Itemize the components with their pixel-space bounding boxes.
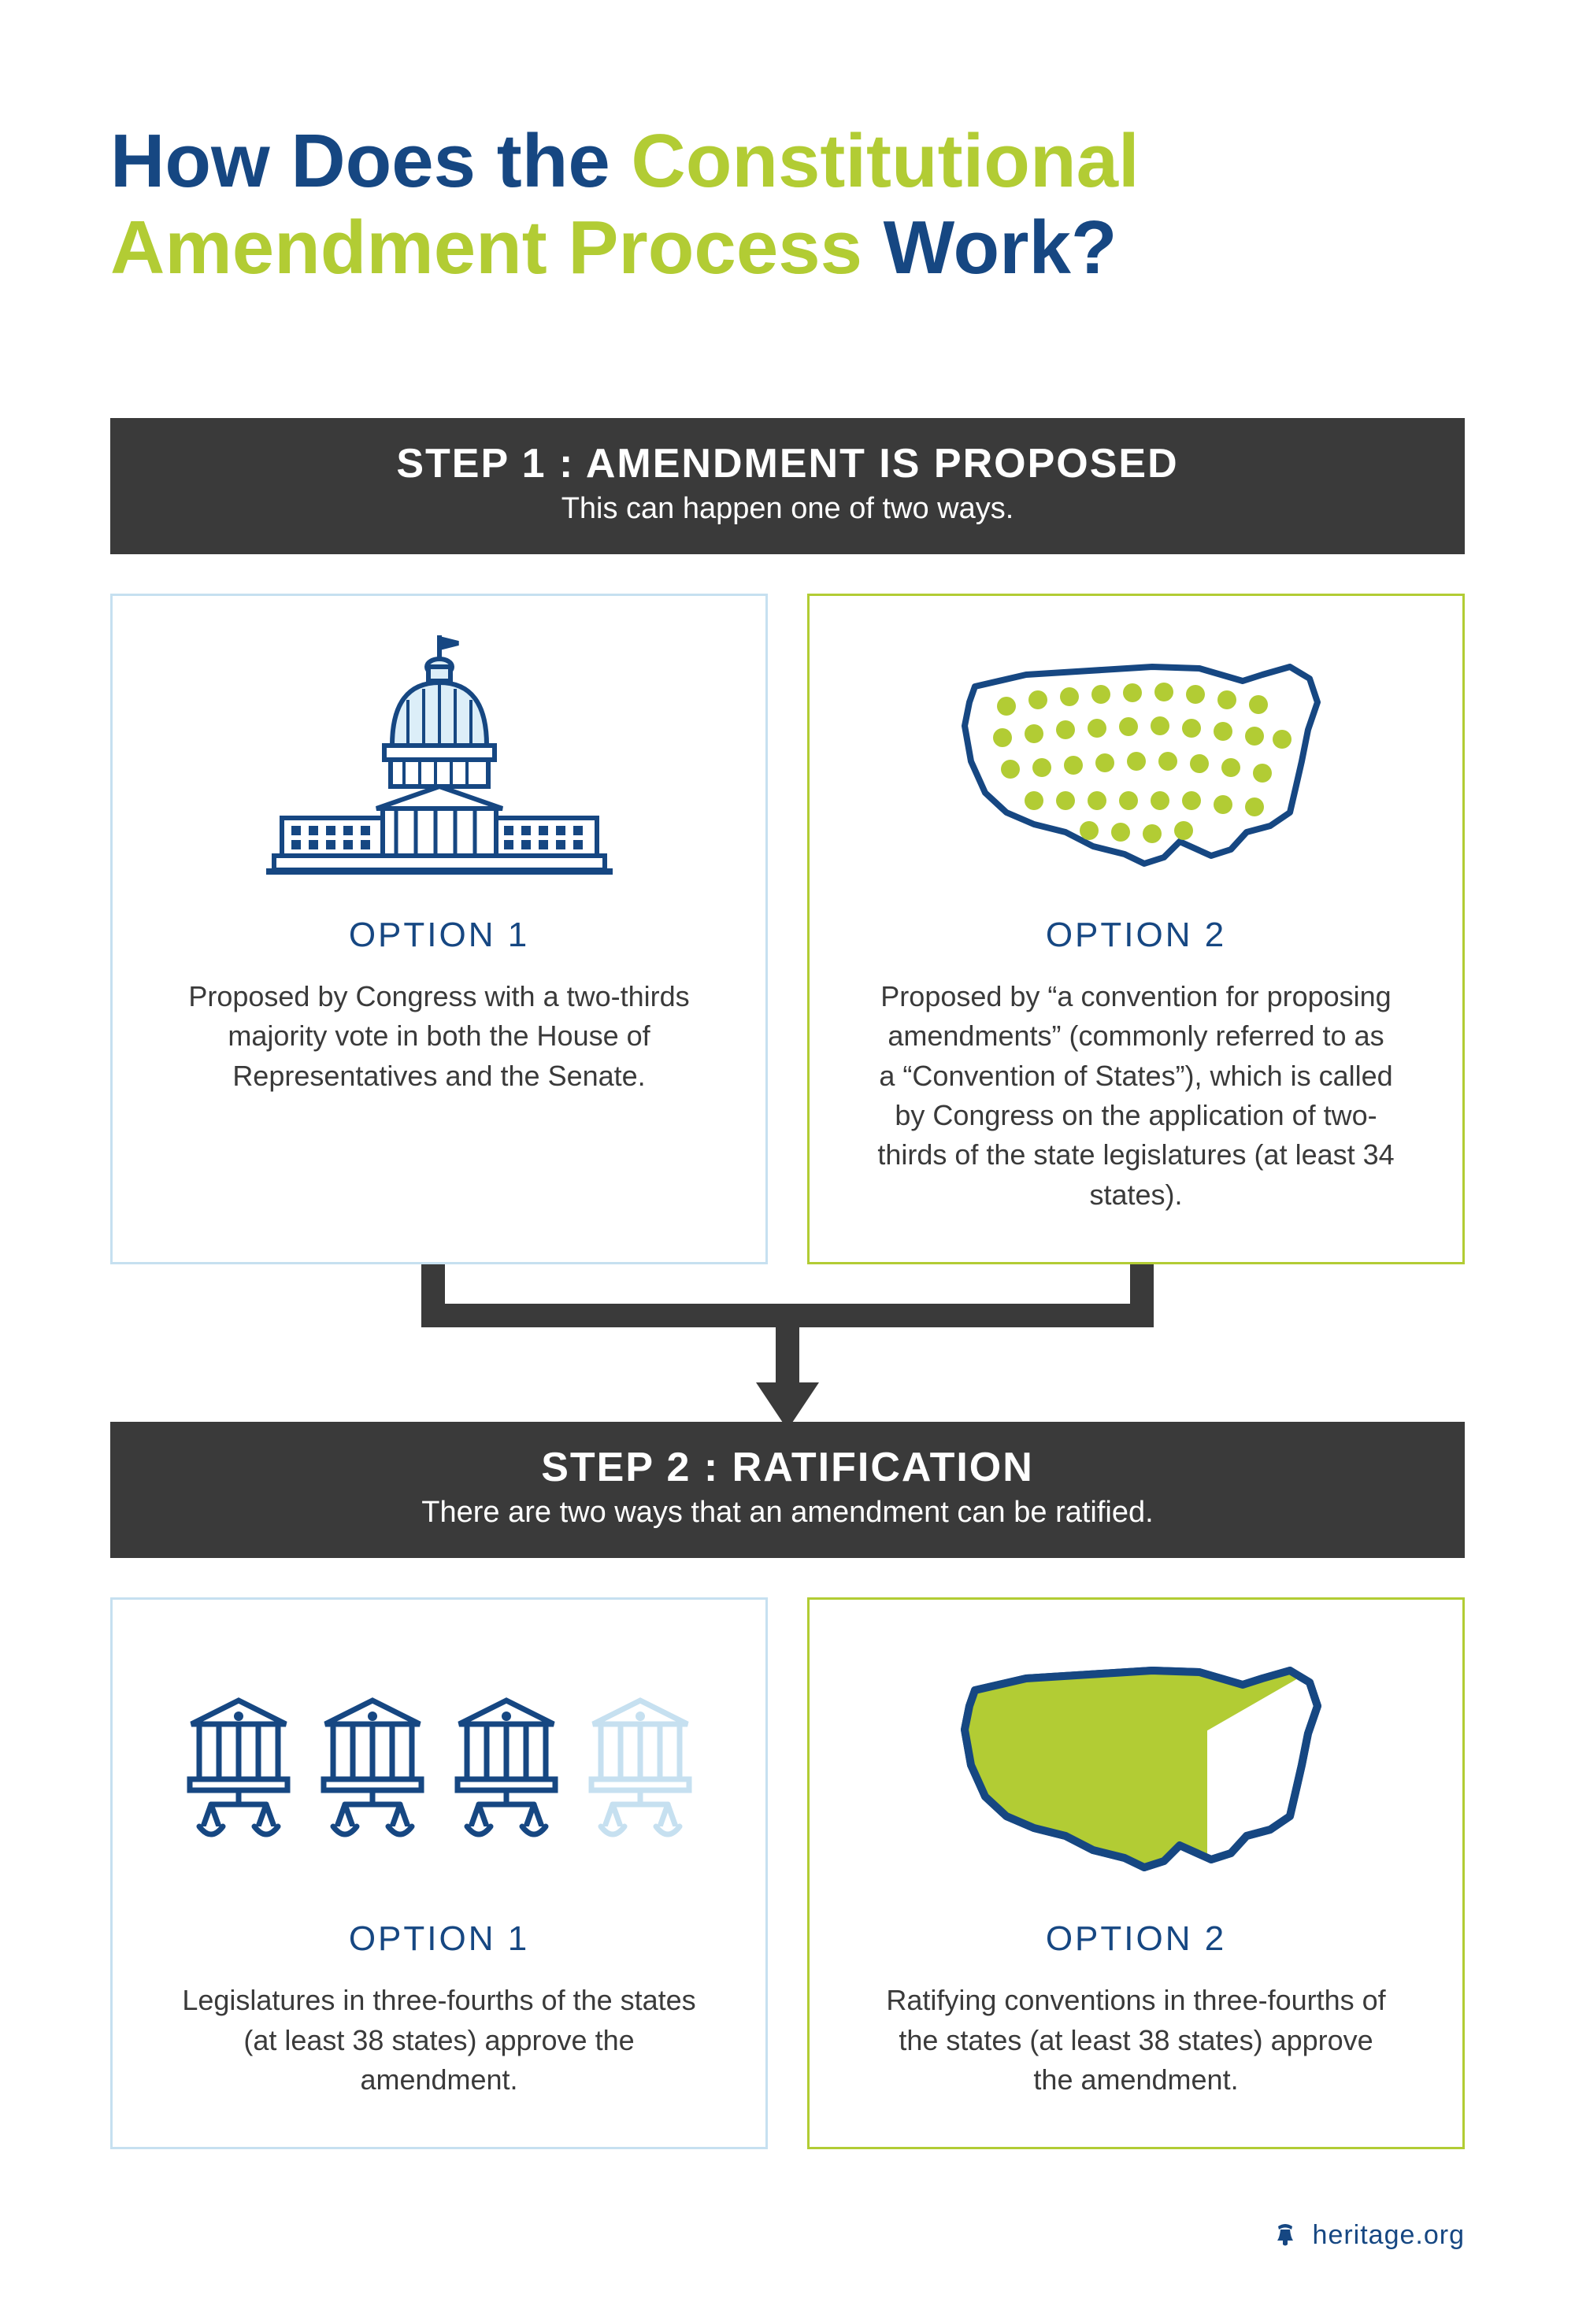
step2-header-main: STEP 2 : RATIFICATION bbox=[126, 1444, 1449, 1491]
footer-text: heritage.org bbox=[1313, 2220, 1465, 2250]
step1-option1-desc: Proposed by Congress with a two-thirds m… bbox=[180, 977, 699, 1096]
step2-option2-label: OPTION 2 bbox=[1046, 1919, 1226, 1959]
step1-option2-box: OPTION 2 Proposed by “a convention for p… bbox=[807, 594, 1465, 1264]
step2-option1-box: OPTION 1 Legislatures in three-fourths o… bbox=[110, 1597, 768, 2149]
step1-header: STEP 1 : AMENDMENT IS PROPOSED This can … bbox=[110, 418, 1465, 554]
step1-options: OPTION 1 Proposed by Congress with a two… bbox=[110, 594, 1465, 1264]
step1-option1-label: OPTION 1 bbox=[349, 916, 529, 955]
liberty-bell-icon bbox=[1274, 2220, 1304, 2250]
step2-options: OPTION 1 Legislatures in three-fourths o… bbox=[110, 1597, 1465, 2149]
step1-header-sub: This can happen one of two ways. bbox=[126, 492, 1449, 526]
step1-option1-box: OPTION 1 Proposed by Congress with a two… bbox=[110, 594, 768, 1264]
us-map-fill-icon bbox=[932, 1639, 1341, 1891]
step1-header-main: STEP 1 : AMENDMENT IS PROPOSED bbox=[126, 440, 1449, 487]
step1-option2-desc: Proposed by “a convention for proposing … bbox=[876, 977, 1396, 1215]
flow-arrow-icon bbox=[110, 1264, 1465, 1422]
capitol-icon bbox=[266, 635, 613, 887]
title-part1: How Does the bbox=[110, 119, 631, 203]
step1-option2-label: OPTION 2 bbox=[1046, 916, 1226, 955]
step2-option2-desc: Ratifying conventions in three-fourths o… bbox=[876, 1981, 1396, 2100]
us-map-dots-icon bbox=[932, 635, 1341, 887]
step2-option1-label: OPTION 1 bbox=[349, 1919, 529, 1959]
courthouses-icon bbox=[176, 1639, 703, 1891]
step2-header: STEP 2 : RATIFICATION There are two ways… bbox=[110, 1422, 1465, 1558]
footer: heritage.org bbox=[110, 2220, 1465, 2251]
step2-header-sub: There are two ways that an amendment can… bbox=[126, 1496, 1449, 1530]
step2-option2-box: OPTION 2 Ratifying conventions in three-… bbox=[807, 1597, 1465, 2149]
page-title: How Does the Constitutional Amendment Pr… bbox=[110, 118, 1465, 292]
step2-option1-desc: Legislatures in three-fourths of the sta… bbox=[180, 1981, 699, 2100]
title-part3: Work? bbox=[862, 205, 1117, 290]
